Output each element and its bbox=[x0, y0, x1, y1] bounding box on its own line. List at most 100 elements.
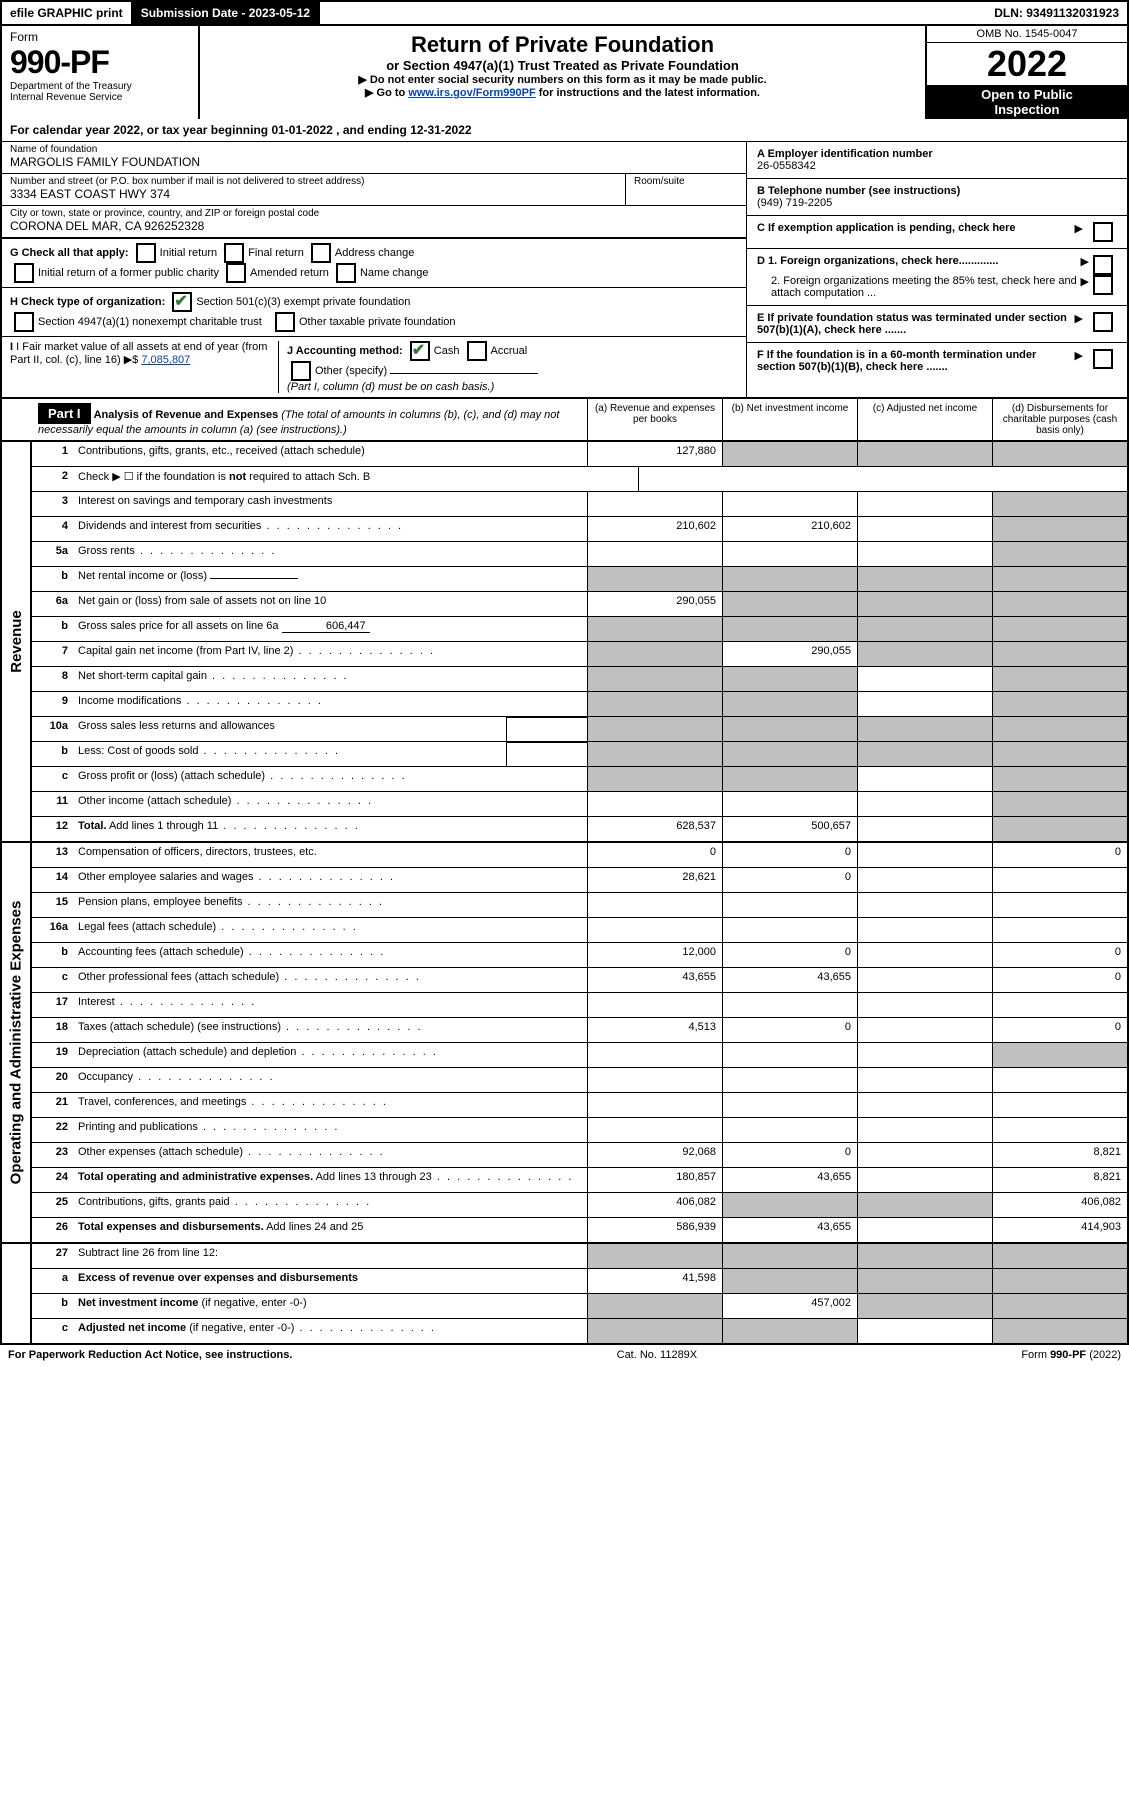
line-desc: Adjusted net income (if negative, enter … bbox=[74, 1319, 587, 1343]
line-desc: Check ▶ ☐ if the foundation is not requi… bbox=[74, 467, 638, 491]
fmv-value[interactable]: 7,085,807 bbox=[141, 354, 190, 366]
amount-cell: 628,537 bbox=[587, 817, 722, 841]
h-4947-checkbox[interactable] bbox=[14, 312, 34, 332]
amount-cell bbox=[587, 1294, 722, 1318]
line-number: b bbox=[32, 742, 74, 766]
d2-checkbox[interactable] bbox=[1093, 275, 1113, 295]
form-number: 990-PF bbox=[10, 44, 190, 81]
line-number: 14 bbox=[32, 868, 74, 892]
amount-cell bbox=[992, 517, 1127, 541]
table-row: 21Travel, conferences, and meetings bbox=[32, 1092, 1127, 1117]
table-row: 26Total expenses and disbursements. Add … bbox=[32, 1217, 1127, 1242]
line-desc: Other professional fees (attach schedule… bbox=[74, 968, 587, 992]
line-desc: Interest on savings and temporary cash i… bbox=[74, 492, 587, 516]
g-checkbox-1[interactable] bbox=[224, 243, 244, 263]
line-number: 5a bbox=[32, 542, 74, 566]
room-label: Room/suite bbox=[626, 174, 746, 187]
h-other-checkbox[interactable] bbox=[275, 312, 295, 332]
table-row: cOther professional fees (attach schedul… bbox=[32, 967, 1127, 992]
amount-cell: 210,602 bbox=[722, 517, 857, 541]
amount-cell bbox=[857, 517, 992, 541]
amount-cell bbox=[722, 1193, 857, 1217]
amount-cell bbox=[857, 542, 992, 566]
amount-cell: 0 bbox=[722, 1143, 857, 1167]
line-desc: Interest bbox=[74, 993, 587, 1017]
amount-cell bbox=[722, 692, 857, 716]
amount-cell bbox=[587, 667, 722, 691]
g-checkbox-3[interactable] bbox=[14, 263, 34, 283]
foundation-name-label: Name of foundation bbox=[2, 142, 746, 155]
amount-cell bbox=[992, 542, 1127, 566]
form-header: Form 990-PF Department of the Treasury I… bbox=[0, 26, 1129, 119]
phone-block: B Telephone number (see instructions) (9… bbox=[747, 179, 1127, 216]
amount-cell bbox=[722, 567, 857, 591]
table-row: 17Interest bbox=[32, 992, 1127, 1017]
address-value: 3334 EAST COAST HWY 374 bbox=[2, 187, 625, 205]
c-exemption: C If exemption application is pending, c… bbox=[747, 216, 1127, 249]
amount-cell bbox=[857, 1193, 992, 1217]
table-row: cGross profit or (loss) (attach schedule… bbox=[32, 766, 1127, 791]
dln: DLN: 93491132031923 bbox=[986, 2, 1127, 24]
amount-cell: 406,082 bbox=[587, 1193, 722, 1217]
f-checkbox[interactable] bbox=[1093, 349, 1113, 369]
city-label: City or town, state or province, country… bbox=[2, 206, 746, 219]
amount-cell: 406,082 bbox=[992, 1193, 1127, 1217]
footer-mid: Cat. No. 11289X bbox=[617, 1349, 698, 1361]
g-checkbox-0[interactable] bbox=[136, 243, 156, 263]
amount-cell bbox=[992, 642, 1127, 666]
amount-cell bbox=[722, 492, 857, 516]
form-title: Return of Private Foundation bbox=[208, 32, 917, 58]
c-checkbox[interactable] bbox=[1093, 222, 1113, 242]
line-number: 20 bbox=[32, 1068, 74, 1092]
amount-cell bbox=[587, 1068, 722, 1092]
d1-checkbox[interactable] bbox=[1093, 255, 1113, 275]
amount-cell bbox=[992, 617, 1127, 641]
line-desc: Occupancy bbox=[74, 1068, 587, 1092]
amount-cell bbox=[857, 592, 992, 616]
amount-cell bbox=[587, 1093, 722, 1117]
amount-cell bbox=[722, 742, 857, 766]
irs-link[interactable]: www.irs.gov/Form990PF bbox=[408, 87, 535, 99]
amount-cell bbox=[722, 1319, 857, 1343]
amount-cell: 586,939 bbox=[587, 1218, 722, 1242]
g-checkbox-2[interactable] bbox=[311, 243, 331, 263]
amount-cell bbox=[722, 592, 857, 616]
amount-cell bbox=[587, 1244, 722, 1268]
city-value: CORONA DEL MAR, CA 926252328 bbox=[2, 219, 746, 237]
line-number: 12 bbox=[32, 817, 74, 841]
form-word: Form bbox=[10, 30, 190, 44]
part1-label: Part I bbox=[38, 403, 91, 424]
amount-cell bbox=[857, 918, 992, 942]
table-row: bAccounting fees (attach schedule)12,000… bbox=[32, 942, 1127, 967]
g-checkbox-4[interactable] bbox=[226, 263, 246, 283]
table-row: bNet rental income or (loss) bbox=[32, 566, 1127, 591]
amount-cell: 0 bbox=[722, 1018, 857, 1042]
j-accrual-checkbox[interactable] bbox=[467, 341, 487, 361]
amount-cell bbox=[992, 1244, 1127, 1268]
amount-cell bbox=[857, 1043, 992, 1067]
j-other-checkbox[interactable] bbox=[291, 361, 311, 381]
j-cash-checkbox[interactable] bbox=[410, 341, 430, 361]
amount-cell bbox=[992, 742, 1127, 766]
amount-cell bbox=[722, 542, 857, 566]
amount-cell bbox=[722, 918, 857, 942]
line-number: 4 bbox=[32, 517, 74, 541]
g-opt-label: Name change bbox=[360, 267, 429, 279]
line-desc: Pension plans, employee benefits bbox=[74, 893, 587, 917]
line-desc: Gross profit or (loss) (attach schedule) bbox=[74, 767, 587, 791]
amount-cell bbox=[587, 993, 722, 1017]
table-row: 22Printing and publications bbox=[32, 1117, 1127, 1142]
amount-cell bbox=[992, 442, 1127, 466]
table-row: bGross sales price for all assets on lin… bbox=[32, 616, 1127, 641]
line-number: 25 bbox=[32, 1193, 74, 1217]
top-bar: efile GRAPHIC print Submission Date - 20… bbox=[0, 0, 1129, 26]
line-number: 21 bbox=[32, 1093, 74, 1117]
amount-cell bbox=[587, 767, 722, 791]
e-checkbox[interactable] bbox=[1093, 312, 1113, 332]
amount-cell bbox=[857, 1244, 992, 1268]
amount-cell: 43,655 bbox=[722, 1168, 857, 1192]
g-checkbox-5[interactable] bbox=[336, 263, 356, 283]
amount-cell: 0 bbox=[587, 843, 722, 867]
table-row: 1Contributions, gifts, grants, etc., rec… bbox=[32, 442, 1127, 466]
h-501c3-checkbox[interactable] bbox=[172, 292, 192, 312]
